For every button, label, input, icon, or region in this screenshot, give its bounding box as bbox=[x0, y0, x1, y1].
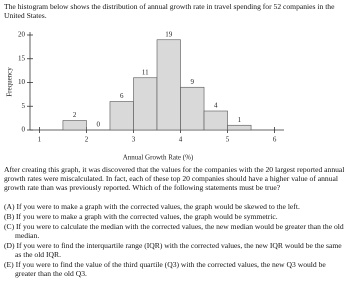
x-axis-label: Annual Growth Rate (%) bbox=[123, 154, 194, 162]
x-tick-label: 1 bbox=[38, 136, 42, 144]
data-label: 1 bbox=[238, 116, 242, 124]
data-label: 11 bbox=[142, 68, 149, 76]
option: (D) If you were to find the interquartil… bbox=[4, 241, 342, 259]
bar bbox=[180, 86, 205, 131]
data-label: 0 bbox=[96, 121, 100, 129]
after-text: After creating this graph, it was discov… bbox=[4, 165, 345, 192]
data-label: 9 bbox=[191, 78, 195, 86]
bar bbox=[109, 101, 134, 131]
data-label: 19 bbox=[165, 30, 173, 38]
option: (B) If you were to make a graph with the… bbox=[4, 212, 278, 221]
data-label: 6 bbox=[120, 92, 124, 100]
data-label: 2 bbox=[73, 111, 77, 119]
options: (A) If you were to make a graph with the… bbox=[4, 202, 346, 279]
option: (A) If you were to make a graph with the… bbox=[4, 202, 300, 211]
y-tick-label: 20 bbox=[18, 31, 26, 39]
bar bbox=[156, 39, 181, 131]
y-tick-label: 10 bbox=[18, 78, 26, 86]
data-label: 4 bbox=[214, 102, 218, 110]
x-tick-label: 3 bbox=[132, 136, 136, 144]
bar bbox=[133, 77, 158, 131]
x-tick-label: 6 bbox=[273, 136, 277, 144]
option: (C) If you were to calculate the median … bbox=[4, 222, 344, 240]
x-tick-label: 2 bbox=[85, 136, 89, 144]
y-tick-label: 5 bbox=[22, 102, 26, 110]
bar bbox=[227, 124, 252, 131]
bar bbox=[203, 110, 228, 131]
y-tick-label: 15 bbox=[18, 54, 26, 62]
x-tick-label: 4 bbox=[179, 136, 183, 144]
y-tick-label: 0 bbox=[22, 126, 26, 134]
chart: Frequency Annual Growth Rate (%) 0510152… bbox=[6, 30, 284, 162]
x-tick-label: 5 bbox=[226, 136, 230, 144]
bar bbox=[62, 120, 87, 131]
intro: The histogram below shows the distributi… bbox=[4, 2, 335, 20]
option: (E) If you were to find the value of the… bbox=[4, 260, 326, 278]
y-axis-label: Frequency bbox=[6, 67, 14, 97]
